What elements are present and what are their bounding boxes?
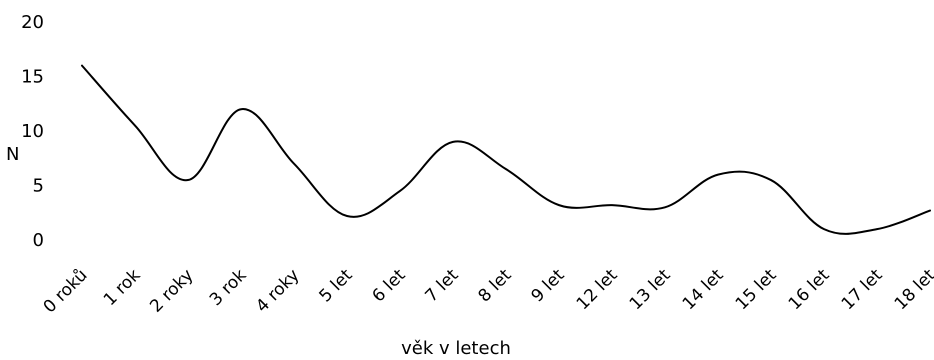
x-tick-label: 4 roky [252,265,303,316]
y-tick-label: 15 [21,67,44,88]
x-tick-label: 13 let [626,265,675,314]
x-tick-label: 3 rok [206,265,251,310]
y-tick-label: 0 [33,230,44,251]
x-tick-label: 2 roky [146,265,197,316]
y-tick-label: 5 [33,176,44,197]
y-axis-title: N [6,144,19,165]
x-tick-label: 14 let [679,265,728,314]
x-tick-label: 17 let [838,265,887,314]
x-tick-label: 7 let [421,265,462,306]
x-tick-label: 15 let [732,265,781,314]
x-tick-label: 16 let [785,265,834,314]
y-axis-ticks: 0 5 10 15 20 [21,12,44,251]
x-tick-label: 8 let [474,265,515,306]
x-tick-label: 12 let [573,265,622,314]
x-tick-label: 1 rok [100,265,145,310]
x-axis-title: věk v letech [401,338,511,359]
x-tick-label: 9 let [527,265,568,306]
x-axis-ticks: 0 roků 1 rok 2 roky 3 rok 4 roky 5 let 6 let 7 … [40,265,934,317]
series-line [81,64,931,235]
x-tick-label: 5 let [315,265,356,306]
x-tick-label: 18 let [891,265,934,314]
x-tick-label: 0 roků [40,265,92,317]
y-tick-label: 10 [21,121,44,142]
y-tick-label: 20 [21,12,44,33]
x-tick-label: 6 let [368,265,409,306]
